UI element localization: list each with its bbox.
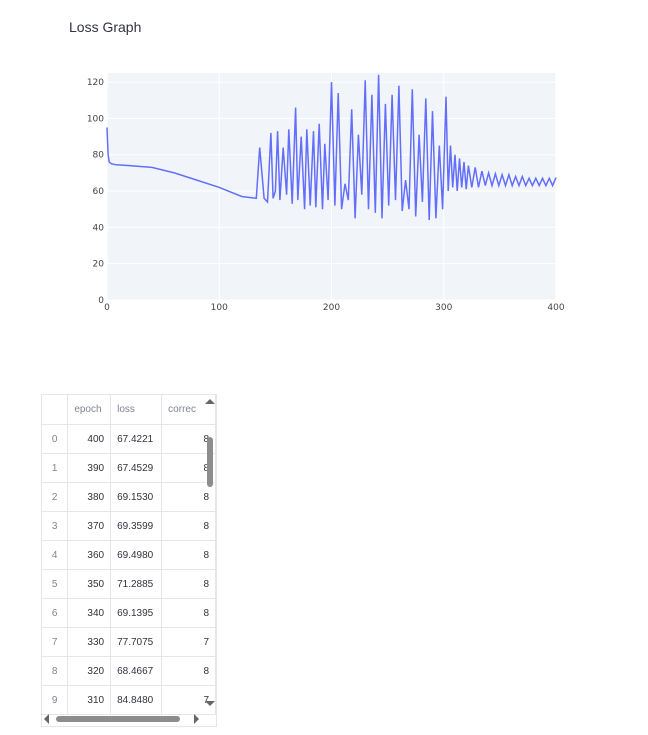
loss-series-line — [106, 74, 557, 221]
y-tick-label: 100 — [87, 114, 104, 124]
correct-cell[interactable]: 7 — [161, 627, 216, 657]
row-index-cell[interactable]: 2 — [42, 482, 69, 512]
y-tick-label: 120 — [87, 78, 104, 88]
y-tick-label: 0 — [98, 296, 104, 306]
table-row[interactable]: 8 320 68.4667 8 — [42, 656, 216, 686]
loss-cell[interactable]: 69.4980 — [110, 540, 163, 570]
x-tick-label: 400 — [547, 303, 564, 313]
row-index-cell[interactable]: 9 — [42, 685, 69, 715]
column-header-loss[interactable]: loss — [110, 395, 163, 425]
x-tick-label: 300 — [435, 303, 452, 313]
scroll-right-arrow-icon[interactable] — [194, 714, 199, 724]
scroll-down-arrow-icon[interactable] — [205, 701, 215, 706]
epoch-cell[interactable]: 360 — [67, 540, 112, 570]
table-row[interactable]: 5 350 71.2885 8 — [42, 569, 216, 599]
correct-cell[interactable]: 8 — [161, 598, 216, 628]
vertical-scrollbar[interactable] — [204, 397, 215, 709]
loss-cell[interactable]: 68.4667 — [110, 656, 163, 686]
table-row[interactable]: 9 310 84.8480 7 — [42, 685, 216, 715]
y-tick-labels: 0 20 40 60 80 100 120 — [87, 78, 104, 306]
epoch-cell[interactable]: 380 — [67, 482, 112, 512]
table-row[interactable]: 4 360 69.4980 8 — [42, 540, 216, 570]
row-index-cell[interactable]: 4 — [42, 540, 69, 570]
x-tick-label: 200 — [323, 303, 340, 313]
horizontal-scroll-thumb[interactable] — [56, 716, 180, 722]
loss-cell[interactable]: 67.4529 — [110, 453, 163, 483]
row-index-cell[interactable]: 0 — [42, 424, 69, 454]
epoch-cell[interactable]: 320 — [67, 656, 112, 686]
loss-cell[interactable]: 67.4221 — [110, 424, 163, 454]
loss-cell[interactable]: 69.3599 — [110, 511, 163, 541]
x-tick-label: 0 — [104, 303, 110, 313]
column-header-index[interactable] — [42, 395, 69, 425]
epoch-cell[interactable]: 340 — [67, 598, 112, 628]
dataframe-table[interactable]: epoch loss correc 040067.42218139067.452… — [41, 394, 217, 727]
table-header-row: epoch loss correc — [42, 395, 216, 425]
page-title: Loss Graph — [69, 19, 142, 35]
table-row[interactable]: 6 340 69.1395 8 — [42, 598, 216, 628]
row-index-cell[interactable]: 8 — [42, 656, 69, 686]
correct-cell[interactable]: 8 — [161, 453, 216, 483]
correct-cell[interactable]: 8 — [161, 656, 216, 686]
table-row[interactable]: 2 380 69.1530 8 — [42, 482, 216, 512]
epoch-cell[interactable]: 370 — [67, 511, 112, 541]
row-index-cell[interactable]: 3 — [42, 511, 69, 541]
vertical-scroll-thumb[interactable] — [207, 437, 213, 487]
correct-cell[interactable]: 8 — [161, 424, 216, 454]
y-tick-label: 80 — [93, 151, 105, 161]
y-tick-label: 40 — [93, 223, 105, 233]
row-index-cell[interactable]: 5 — [42, 569, 69, 599]
scroll-left-arrow-icon[interactable] — [44, 714, 49, 724]
loss-cell[interactable]: 69.1530 — [110, 482, 163, 512]
epoch-cell[interactable]: 390 — [67, 453, 112, 483]
loss-chart[interactable]: 0 20 40 60 80 100 120 0 100 200 300 400 — [0, 0, 648, 330]
data-grid: epoch loss correc 040067.42218139067.452… — [42, 395, 216, 715]
loss-cell[interactable]: 69.1395 — [110, 598, 163, 628]
column-header-epoch[interactable]: epoch — [67, 395, 112, 425]
horizontal-scrollbar[interactable] — [44, 714, 200, 724]
row-index-cell[interactable]: 1 — [42, 453, 69, 483]
correct-cell[interactable]: 8 — [161, 511, 216, 541]
epoch-cell[interactable]: 400 — [67, 424, 112, 454]
correct-cell[interactable]: 8 — [161, 569, 216, 599]
epoch-cell[interactable]: 330 — [67, 627, 112, 657]
loss-cell[interactable]: 77.7075 — [110, 627, 163, 657]
loss-cell[interactable]: 71.2885 — [110, 569, 163, 599]
y-tick-label: 60 — [93, 187, 105, 197]
table-row[interactable]: 3 370 69.3599 8 — [42, 511, 216, 541]
correct-cell[interactable]: 7 — [161, 685, 216, 715]
correct-cell[interactable]: 8 — [161, 482, 216, 512]
loss-cell[interactable]: 84.8480 — [110, 685, 163, 715]
x-tick-label: 100 — [211, 303, 228, 313]
correct-cell[interactable]: 8 — [161, 540, 216, 570]
epoch-cell[interactable]: 310 — [67, 685, 112, 715]
row-index-cell[interactable]: 6 — [42, 598, 69, 628]
y-tick-label: 20 — [93, 260, 105, 270]
epoch-cell[interactable]: 350 — [67, 569, 112, 599]
x-tick-labels: 0 100 200 300 400 — [104, 303, 565, 313]
scroll-up-arrow-icon[interactable] — [205, 399, 215, 404]
row-index-cell[interactable]: 7 — [42, 627, 69, 657]
table-row[interactable]: 7 330 77.7075 7 — [42, 627, 216, 657]
